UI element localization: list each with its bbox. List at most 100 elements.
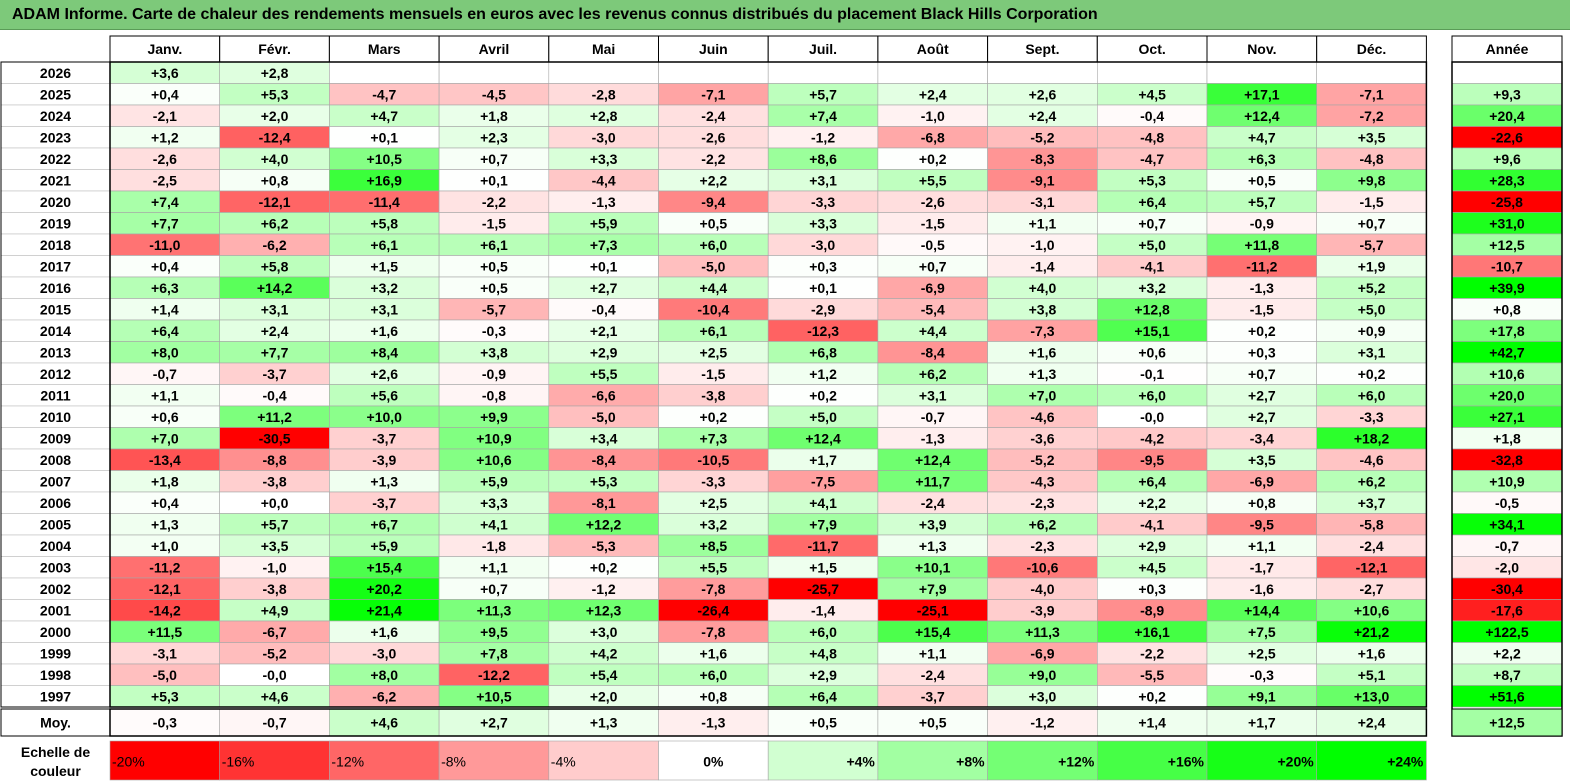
heatmap-cell-value: -4,1: [1140, 516, 1164, 532]
heatmap-cell-value: -3,3: [701, 473, 725, 489]
heatmap-cell-value: -0,4: [1140, 108, 1164, 124]
heatmap-cell-value: +5,9: [370, 538, 398, 554]
heatmap-cell-value: -6,9: [921, 280, 945, 296]
color-scale-label: +4%: [846, 754, 875, 770]
heatmap-cell-value: +6,0: [700, 237, 728, 253]
heatmap-cell-value: +10,5: [476, 688, 512, 704]
year-label: 2015: [40, 301, 71, 317]
heatmap-cell-value: +4,8: [809, 645, 837, 661]
heatmap-cell-value: -13,4: [149, 452, 181, 468]
heatmap-cell-value: -8,4: [921, 344, 945, 360]
heatmap-cell-value: +7,4: [809, 108, 837, 124]
heatmap-cell-value: +11,3: [1025, 624, 1060, 640]
heatmap-cell-value: +4,1: [809, 495, 837, 511]
heatmap-cell-value: -0,4: [592, 301, 616, 317]
heatmap-cell-value: +0,8: [1248, 495, 1276, 511]
heatmap-cell-value: -4,6: [1359, 452, 1383, 468]
average-cell-value: +2,7: [480, 715, 508, 731]
heatmap-cell-value: +2,5: [700, 495, 728, 511]
heatmap-cell-value: +6,7: [370, 516, 398, 532]
year-label: 2006: [40, 495, 71, 511]
month-header-cell: [987, 35, 1098, 63]
heatmap-cell-value: +5,0: [1138, 237, 1166, 253]
heatmap-cell-value: +9,9: [480, 409, 508, 425]
heatmap-cell-value: -8,4: [592, 452, 616, 468]
month-header-cell: [548, 35, 659, 63]
year-label: 2026: [40, 65, 71, 81]
color-scale-swatch: [438, 740, 550, 781]
heatmap-cell-value: +4,7: [1248, 129, 1276, 145]
year-column-border: [0, 61, 111, 708]
heatmap-cell-value: +4,5: [1138, 559, 1166, 575]
heatmap-cell-value: -10,6: [1026, 559, 1058, 575]
heatmap-cell-value: +0,4: [151, 258, 179, 274]
heatmap-cell-value: +2,4: [1029, 108, 1057, 124]
heatmap-cell-value: -5,0: [701, 258, 725, 274]
heatmap-cell-value: -7,8: [701, 624, 725, 640]
annual-cell-value: +122,5: [1485, 624, 1528, 640]
heatmap-cell-value: -5,0: [592, 409, 616, 425]
heatmap-cell-value: +1,5: [370, 258, 398, 274]
heatmap-cell-value: -1,3: [921, 430, 945, 446]
heatmap-cell-value: +16,9: [367, 172, 403, 188]
heatmap-cell-value: -8,3: [1030, 151, 1054, 167]
heatmap-cell-value: +2,5: [1248, 645, 1276, 661]
month-header-cell: [1206, 35, 1318, 63]
average-row-border: [109, 708, 1428, 737]
year-label: 2017: [40, 258, 71, 274]
year-label: 2021: [40, 172, 71, 188]
average-cell-value: +0,5: [919, 715, 947, 731]
heatmap-cell-value: +17,1: [1244, 86, 1280, 102]
heatmap-cell-value: +6,3: [1248, 151, 1276, 167]
heatmap-cell-value: -5,3: [592, 538, 616, 554]
heatmap-cell-value: +12,8: [1134, 301, 1170, 317]
month-header-label: Mai: [592, 41, 615, 57]
heatmap-cell-value: +0,7: [1248, 366, 1276, 382]
heatmap-cell-value: -0,3: [1250, 667, 1274, 683]
year-label: 2003: [40, 559, 71, 575]
heatmap-cell-value: +3,1: [919, 387, 947, 403]
heatmap-cell-value: +8,6: [809, 151, 837, 167]
heatmap-cell-value: +4,6: [261, 688, 289, 704]
heatmap-cell-value: +7,7: [151, 215, 179, 231]
heatmap-cell-value: +2,7: [1248, 387, 1276, 403]
heatmap-cell-value: +1,5: [809, 559, 837, 575]
heatmap-cell-value: +0,4: [151, 495, 179, 511]
heatmap-cell-value: +4,2: [590, 645, 618, 661]
heatmap-cell-value: +3,1: [809, 172, 837, 188]
year-label: 2008: [40, 452, 71, 468]
heatmap-cell-value: +3,0: [590, 624, 618, 640]
heatmap-cell-value: +2,7: [1248, 409, 1276, 425]
heatmap-cell-value: -1,5: [482, 215, 506, 231]
heatmap-cell-value: -4,6: [1030, 409, 1054, 425]
year-label: 2009: [40, 430, 71, 446]
color-scale-label: -20%: [112, 754, 145, 770]
heatmap-cell-value: +11,3: [477, 602, 512, 618]
heatmap-cell-value: -2,4: [921, 667, 945, 683]
heatmap-cell-value: +20,2: [367, 581, 403, 597]
heatmap-cell-value: +16,1: [1134, 624, 1170, 640]
heatmap-cell-value: -3,8: [262, 581, 286, 597]
heatmap-cell-value: +0,0: [261, 495, 289, 511]
annual-cell: [1451, 61, 1563, 84]
heatmap-cell-value: +0,2: [919, 151, 947, 167]
annual-header-cell: [1451, 35, 1563, 63]
heatmap-cell-value: -3,8: [701, 387, 725, 403]
month-header-label: Févr.: [258, 41, 291, 57]
heatmap-cell-value: -8,9: [1140, 602, 1164, 618]
color-scale-swatch: [329, 740, 440, 781]
average-annual-value: +12,5: [1489, 715, 1525, 731]
annual-cell-value: -25,8: [1491, 194, 1523, 210]
heatmap-cell-value: +1,7: [809, 452, 837, 468]
heatmap-cell-value: +5,9: [480, 473, 508, 489]
heatmap-cell-value: -1,2: [592, 581, 616, 597]
heatmap-cell-value: -4,0: [1030, 581, 1054, 597]
heatmap-cell-value: -1,3: [592, 194, 616, 210]
heatmap-cell-value: -1,8: [482, 538, 506, 554]
average-cell: [987, 708, 1098, 737]
color-scale-swatch: [987, 740, 1098, 781]
heatmap-cell-value: -3,0: [592, 129, 616, 145]
heatmap-cell-value: +15,1: [1134, 323, 1170, 339]
heatmap-cell-value: -4,4: [592, 172, 616, 188]
heatmap-cell-value: +0,6: [151, 409, 179, 425]
